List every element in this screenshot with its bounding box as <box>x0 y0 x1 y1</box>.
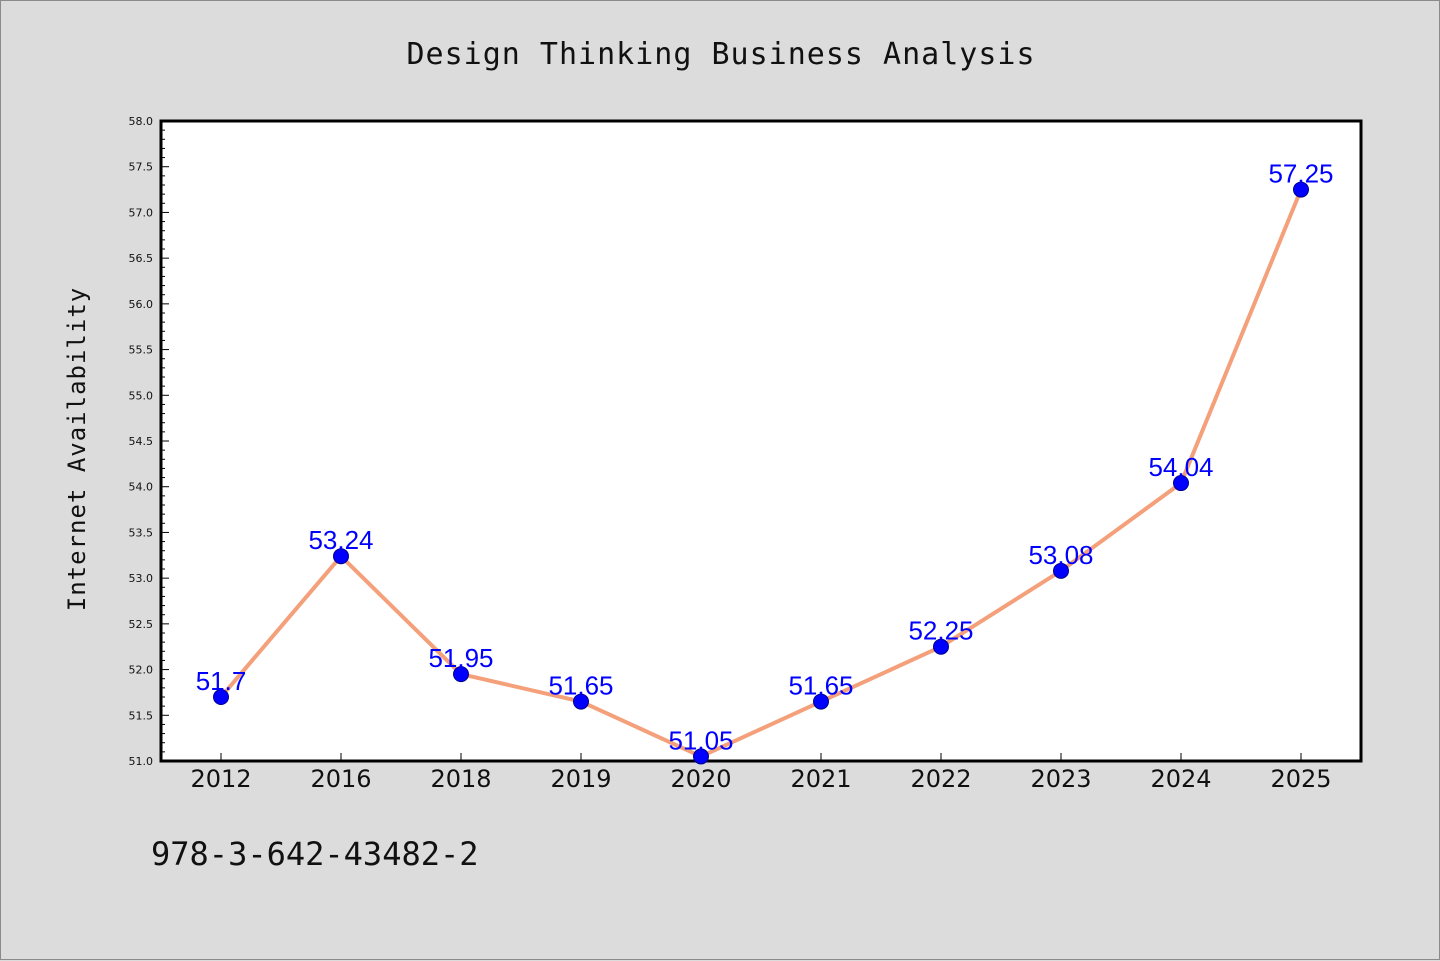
footnote-text: 978-3-642-43482-2 <box>151 835 479 873</box>
data-point <box>813 693 829 710</box>
data-markers <box>213 181 1309 765</box>
data-label: 57.25 <box>1268 159 1333 189</box>
y-axis-ticks: 51.0 51.5 52.0 52.5 53.0 53.5 54.0 54.5 55.0 55.5… <box>129 115 169 768</box>
y-tick-label: 56.0 <box>129 298 154 311</box>
y-tick-label: 58.0 <box>129 115 154 128</box>
x-tick-label: 2012 <box>190 765 251 793</box>
plot-area <box>159 119 1363 763</box>
data-point <box>933 638 949 655</box>
x-tick-label: 2018 <box>430 765 491 793</box>
x-tick-label: 2020 <box>670 765 731 793</box>
x-tick-label: 2021 <box>790 765 851 793</box>
y-tick-label: 51.0 <box>129 755 154 768</box>
x-tick-label: 2022 <box>910 765 971 793</box>
x-tick-label: 2025 <box>1270 765 1331 793</box>
data-point <box>1173 475 1189 492</box>
data-label: 52.25 <box>908 616 973 646</box>
y-tick-label: 57.5 <box>129 161 154 174</box>
y-tick-label: 56.5 <box>129 252 154 265</box>
data-point <box>213 689 229 705</box>
data-label: 53.08 <box>1028 540 1093 570</box>
data-point <box>573 693 589 710</box>
data-point <box>1053 562 1069 579</box>
data-point <box>1293 181 1309 198</box>
x-tick-label: 2023 <box>1030 765 1091 793</box>
x-tick-label: 2019 <box>550 765 611 793</box>
y-axis-label: Internet Availability <box>63 287 91 611</box>
y-tick-label: 52.5 <box>129 618 154 631</box>
y-tick-label: 57.0 <box>129 206 154 219</box>
data-label: 51.7 <box>196 666 247 696</box>
data-label: 51.95 <box>428 643 493 673</box>
data-point <box>333 548 349 565</box>
y-tick-label: 53.5 <box>129 526 154 539</box>
x-tick-label: 2024 <box>1150 765 1211 793</box>
data-label: 51.65 <box>788 671 853 701</box>
data-label: 51.65 <box>548 671 613 701</box>
x-axis-ticks: 2012 2016 2018 2019 2020 2021 2022 2023 2024 2025 <box>190 753 1332 793</box>
y-tick-label: 54.5 <box>129 435 154 448</box>
y-tick-label: 51.5 <box>129 709 154 722</box>
data-label: 54.04 <box>1148 452 1213 482</box>
data-label: 53.24 <box>308 525 373 555</box>
y-tick-label: 52.0 <box>129 664 154 677</box>
y-tick-label: 53.0 <box>129 572 154 585</box>
data-point <box>693 748 709 765</box>
x-tick-label: 2016 <box>310 765 371 793</box>
y-tick-label: 54.0 <box>129 481 154 494</box>
y-tick-label: 55.5 <box>129 344 154 357</box>
y-tick-label: 55.0 <box>129 389 154 402</box>
series-line <box>219 188 1303 759</box>
data-label: 51.05 <box>668 725 733 755</box>
data-labels: 51.7 53.24 51.95 51.65 51.05 51.65 52.25 53.08 5… <box>196 159 1334 756</box>
chart-title: Design Thinking Business Analysis <box>406 37 1035 72</box>
data-point <box>453 666 469 683</box>
